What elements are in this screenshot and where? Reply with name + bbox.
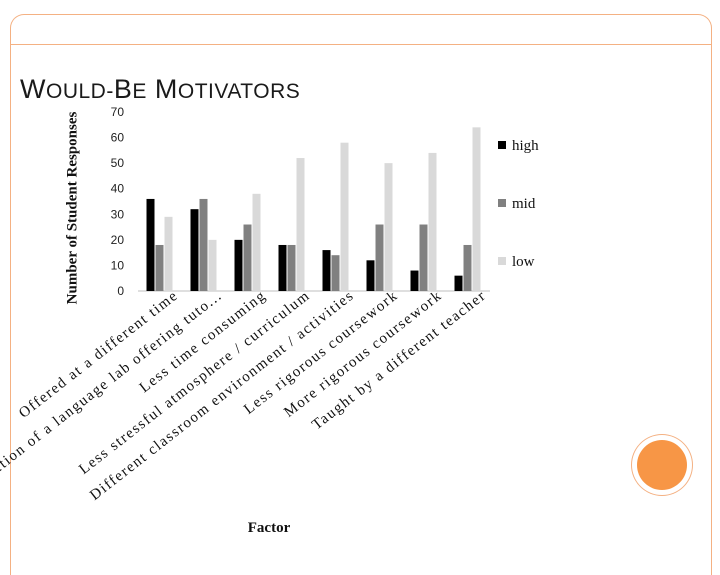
slide-header-rule: [10, 44, 711, 45]
y-tick-label: 0: [117, 284, 124, 298]
legend-label-mid: mid: [512, 196, 536, 212]
y-tick-label: 20: [111, 233, 125, 247]
bar-mid-2: [243, 224, 252, 291]
y-axis-title: Number of Student Responses: [64, 111, 81, 305]
legend-swatch-high: [498, 141, 506, 149]
bar-low-5: [384, 163, 393, 291]
bar-high-5: [366, 260, 375, 291]
x-axis-title: Factor: [247, 520, 291, 536]
bar-high-6: [410, 270, 419, 291]
bar-mid-0: [155, 244, 164, 291]
bar-mid-6: [419, 224, 428, 291]
legend-label-low: low: [512, 254, 535, 270]
bar-high-3: [278, 244, 287, 291]
bar-low-0: [164, 216, 173, 291]
bar-mid-1: [199, 198, 208, 291]
bar-low-2: [252, 193, 261, 291]
legend-swatch-low: [498, 257, 506, 265]
bar-low-4: [340, 142, 349, 291]
y-tick-label: 40: [111, 182, 125, 196]
bar-high-2: [234, 239, 243, 291]
y-tick-label: 70: [111, 105, 125, 119]
legend-label-high: high: [512, 138, 539, 154]
bar-mid-5: [375, 224, 384, 291]
bar-mid-3: [287, 244, 296, 291]
bar-mid-7: [463, 244, 472, 291]
slide-accent-circle: [637, 440, 687, 490]
bar-mid-4: [331, 255, 340, 291]
bar-high-4: [322, 250, 331, 291]
bar-low-3: [296, 158, 305, 291]
y-tick-label: 50: [111, 156, 125, 170]
y-tick-label: 30: [111, 207, 125, 221]
bar-high-7: [454, 275, 463, 291]
bar-high-1: [190, 209, 199, 291]
bar-low-1: [208, 239, 217, 291]
bar-high-0: [146, 198, 155, 291]
slide-title: Would-be Motivators: [20, 74, 301, 104]
legend-swatch-mid: [498, 199, 506, 207]
y-tick-label: 60: [111, 131, 125, 145]
bar-low-7: [472, 127, 481, 291]
y-tick-label: 10: [111, 258, 125, 272]
bar-low-6: [428, 152, 437, 291]
